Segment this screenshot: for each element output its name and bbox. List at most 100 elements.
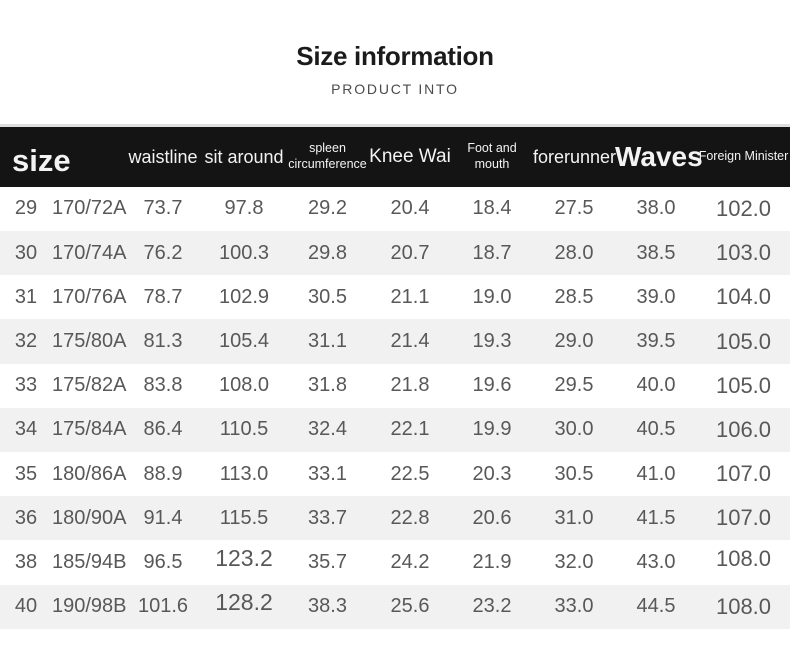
table-cell: 102.0 [715,195,772,221]
table-cell: 19.0 [472,285,512,308]
table-header-row: size waistline sit around spleen circumf… [0,123,790,187]
table-cell: 31 [14,285,38,308]
column-header-size: size [12,143,71,179]
table-row: 31 170/76A 78.7 102.9 30.5 21.1 19.0 28.5 39.0 10… [0,275,790,319]
table-cell: 43.0 [636,550,676,573]
table-cell: 102.9 [218,285,270,308]
page-title: Size information [296,41,494,71]
table-cell: 28.5 [554,285,594,308]
table-cell: 81.3 [143,330,183,353]
table-cell: 34 [14,418,38,441]
table-cell: 33 [14,374,38,397]
table-cell: 40.0 [636,374,676,397]
table-cell: 32 [14,330,38,353]
table-cell: 180/90A [52,506,127,529]
column-header-spleen-circumference: spleen circumference [288,141,367,171]
column-header-knee-wai: Knee Wai [369,146,451,168]
table-cell: 170/72A [52,197,127,220]
table-cell: 190/98B [52,595,127,618]
table-cell: 36 [14,506,38,529]
table-cell: 97.8 [224,197,264,220]
table-cell: 76.2 [143,241,183,264]
table-cell: 40 [14,595,38,618]
column-header-foreign-minister: Foreign Minister [698,149,789,164]
table-row: 40 190/98B 101.6 128.2 38.3 25.6 23.2 33.0 44.5 1… [0,584,790,629]
table-cell: 180/86A [52,462,127,485]
table-cell: 27.5 [554,197,594,220]
table-cell: 29.0 [554,330,594,353]
table-cell: 30.5 [554,462,594,485]
table-cell: 108.0 [715,593,772,619]
table-cell: 103.0 [715,240,772,266]
table-cell: 83.8 [143,374,183,397]
table-cell: 29.5 [554,374,594,397]
table-row: 34 175/84A 86.4 110.5 32.4 22.1 19.9 30.0 40.5 10… [0,407,790,453]
table-cell: 28.0 [554,241,594,264]
table-cell: 20.7 [390,241,430,264]
column-header-forerunner: forerunner [533,146,617,167]
table-cell: 29.8 [308,241,347,264]
table-cell: 33.7 [308,506,347,529]
column-header-waves: Waves [615,141,703,173]
table-cell: 41.5 [636,506,676,529]
table-cell: 106.0 [715,416,772,442]
table-cell: 113.0 [219,462,269,485]
table-row: 29 170/72A 73.7 97.8 29.2 20.4 18.4 27.5 38.0 102… [0,187,790,231]
table-cell: 22.1 [390,418,430,441]
table-cell: 35.7 [308,550,347,573]
table-cell: 107.0 [715,505,772,531]
table-cell: 44.5 [636,595,676,618]
table-cell: 19.3 [472,330,512,353]
table-cell: 38 [14,550,38,573]
table-cell: 78.7 [143,285,183,308]
table-cell: 20.3 [472,462,512,485]
table-body: 29 170/72A 73.7 97.8 29.2 20.4 18.4 27.5 38.0 102… [0,187,790,629]
table-cell: 88.9 [143,462,183,485]
table-row: 35 180/86A 88.9 113.0 33.1 22.5 20.3 30.5 41.0 10… [0,452,790,496]
table-cell: 175/82A [52,374,127,397]
table-cell: 18.7 [472,241,512,264]
table-cell: 20.4 [390,197,430,220]
table-cell: 40.5 [636,418,676,441]
table-cell: 31.8 [308,374,347,397]
table-cell: 110.5 [219,418,269,441]
table-cell: 39.0 [636,285,676,308]
page-subtitle: PRODUCT INTO [331,80,459,97]
table-cell: 170/76A [52,285,127,308]
table-cell: 18.4 [472,197,512,220]
table-cell: 115.5 [219,506,269,529]
table-cell: 108.0 [715,546,772,572]
column-header-foot-and-mouth: Foot and mouth [467,141,517,171]
table-cell: 91.4 [143,506,183,529]
table-row: 36 180/90A 91.4 115.5 33.7 22.8 20.6 31.0 41.5 10… [0,496,790,541]
table-cell: 19.6 [472,374,512,397]
table-cell: 24.2 [390,550,430,573]
table-cell: 21.1 [390,285,430,308]
table-cell: 19.9 [472,418,512,441]
table-cell: 104.0 [715,284,772,310]
table-cell: 33.0 [554,595,594,618]
table-cell: 107.0 [715,461,772,487]
table-cell: 30.5 [308,285,347,308]
table-cell: 31.1 [308,330,347,353]
table-cell: 170/74A [52,241,127,264]
table-cell: 32.0 [554,550,594,573]
table-cell: 73.7 [143,197,183,220]
size-table: size waistline sit around spleen circumf… [0,123,790,629]
table-cell: 86.4 [143,418,183,441]
table-row: 30 170/74A 76.2 100.3 29.8 20.7 18.7 28.0 38.5 10… [0,231,790,276]
table-cell: 22.5 [390,462,430,485]
table-cell: 175/84A [52,418,127,441]
table-cell: 100.3 [218,241,270,264]
table-row: 33 175/82A 83.8 108.0 31.8 21.8 19.6 29.5 40.0 10… [0,364,790,408]
table-cell: 38.5 [636,241,676,264]
table-cell: 21.8 [390,374,430,397]
table-cell: 33.1 [308,462,347,485]
table-cell: 105.4 [218,330,270,353]
table-cell: 30.0 [554,418,594,441]
table-cell: 29.2 [308,197,347,220]
table-cell: 21.4 [390,330,430,353]
table-cell: 25.6 [390,595,430,618]
table-cell: 96.5 [143,550,183,573]
